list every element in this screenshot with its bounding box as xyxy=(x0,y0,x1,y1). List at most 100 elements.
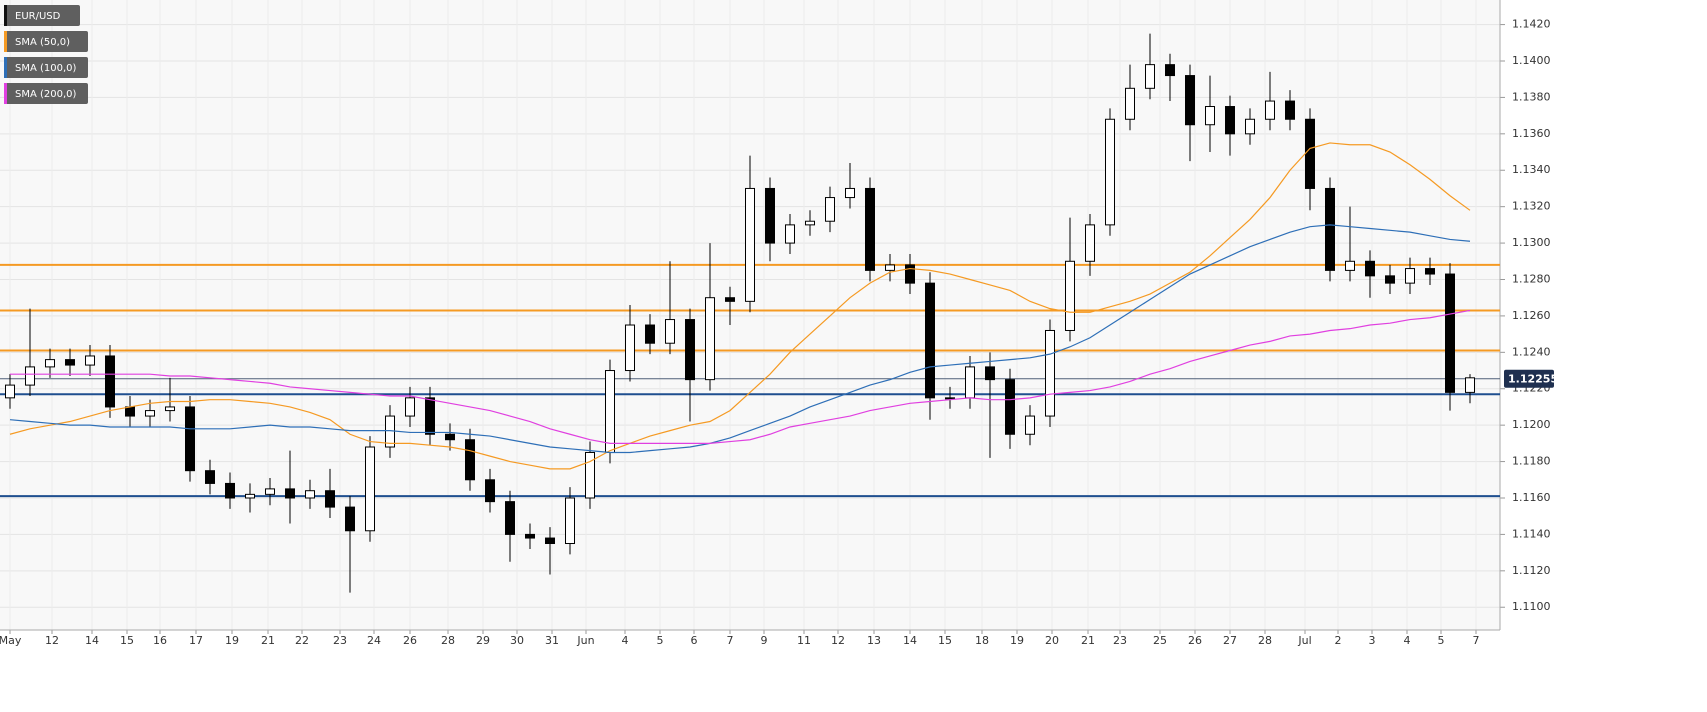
x-tick-label: 7 xyxy=(727,634,734,647)
y-tick-label: 1.1340 xyxy=(1512,163,1551,176)
x-tick-label: 7 xyxy=(1473,634,1480,647)
candle-body xyxy=(1025,415,1035,435)
candle-body xyxy=(825,197,835,222)
x-tick-label: 19 xyxy=(225,634,239,647)
x-tick-label: 13 xyxy=(867,634,881,647)
candle-body xyxy=(945,397,955,400)
candle-body xyxy=(285,488,295,499)
candle-body xyxy=(705,297,715,381)
candle-body xyxy=(165,406,175,412)
y-tick-label: 1.1200 xyxy=(1512,418,1551,431)
x-tick-label: 23 xyxy=(333,634,347,647)
x-tick-label: 15 xyxy=(120,634,134,647)
candle-body xyxy=(305,490,315,499)
x-tick-label: 28 xyxy=(1258,634,1272,647)
candle-body xyxy=(905,264,915,284)
candle-body xyxy=(1345,260,1355,271)
sma-line xyxy=(10,309,1471,444)
candle-body xyxy=(1445,273,1455,393)
candle-body xyxy=(225,482,235,499)
x-tick-label: 25 xyxy=(1153,634,1167,647)
x-tick-label: 22 xyxy=(295,634,309,647)
candle-body xyxy=(525,533,535,539)
candle-body xyxy=(385,415,395,448)
candle-body xyxy=(765,187,775,244)
candle-body xyxy=(85,355,95,366)
legend-label: SMA (50,0) xyxy=(15,37,70,48)
candle-body xyxy=(1365,260,1375,277)
sma-line xyxy=(9,224,1471,454)
candle-body xyxy=(1105,118,1115,226)
candle-body xyxy=(805,220,815,226)
legend-box xyxy=(4,31,88,52)
candle-body xyxy=(105,355,115,408)
x-tick-label: 4 xyxy=(1404,634,1411,647)
x-tick-label: 6 xyxy=(691,634,698,647)
candle-body xyxy=(185,406,195,472)
x-tick-label: 18 xyxy=(975,634,989,647)
candle-body xyxy=(885,264,895,271)
x-tick-label: 23 xyxy=(1113,634,1127,647)
candle-body xyxy=(1005,379,1015,435)
x-tick-label: 21 xyxy=(1081,634,1095,647)
x-tick-label: 30 xyxy=(510,634,524,647)
y-tick-label: 1.1240 xyxy=(1512,345,1551,358)
legend-label: SMA (100,0) xyxy=(15,63,77,74)
x-tick-label: 17 xyxy=(189,634,203,647)
legend-box xyxy=(4,83,88,104)
x-tick-label: 3 xyxy=(1369,634,1376,647)
candle-body xyxy=(1145,64,1155,89)
x-tick-label: 11 xyxy=(797,634,811,647)
candle-body xyxy=(865,187,875,271)
candle-body xyxy=(325,490,335,508)
candle-body xyxy=(265,488,275,495)
x-tick-label: 9 xyxy=(761,634,768,647)
legend-box xyxy=(4,57,88,78)
legend-label: SMA (200,0) xyxy=(15,89,77,100)
candle-body xyxy=(785,224,795,244)
legend-swatch xyxy=(4,31,7,52)
candle-body xyxy=(145,410,155,417)
x-tick-label: 20 xyxy=(1045,634,1059,647)
legend-swatch xyxy=(4,57,7,78)
candle-body xyxy=(485,479,495,503)
y-tick-label: 1.1300 xyxy=(1512,236,1551,249)
candle-body xyxy=(725,297,735,302)
legend-swatch xyxy=(4,83,7,104)
sma-line xyxy=(9,142,1471,470)
candle-body xyxy=(1225,106,1235,135)
candle-body xyxy=(205,470,215,484)
candle-body xyxy=(1205,106,1215,126)
candle-body xyxy=(645,324,655,344)
candle-body xyxy=(1245,118,1255,135)
legend-box xyxy=(4,5,80,26)
x-tick-label: 16 xyxy=(153,634,167,647)
candle-body xyxy=(1325,187,1335,271)
y-tick-label: 1.1260 xyxy=(1512,309,1551,322)
x-tick-label: 24 xyxy=(367,634,381,647)
y-tick-label: 1.1100 xyxy=(1512,600,1551,613)
candle-body xyxy=(5,384,15,399)
y-tick-label: 1.1400 xyxy=(1512,54,1551,67)
candle-body xyxy=(1085,224,1095,262)
y-tick-label: 1.1420 xyxy=(1512,18,1551,31)
candle-body xyxy=(1425,268,1435,275)
candle-body xyxy=(345,506,355,532)
candle-body xyxy=(625,324,635,372)
y-tick-label: 1.1360 xyxy=(1512,127,1551,140)
x-tick-label: 21 xyxy=(261,634,275,647)
x-tick-label: 14 xyxy=(85,634,99,647)
candle-body xyxy=(365,446,375,532)
plot-background xyxy=(0,0,1500,630)
candle-body xyxy=(405,397,415,417)
candle-body xyxy=(1465,377,1475,393)
candle-body xyxy=(585,451,595,499)
candle-body xyxy=(1285,100,1295,120)
legend-swatch xyxy=(4,5,7,26)
candle-body xyxy=(425,397,435,435)
candle-body xyxy=(845,187,855,199)
x-tick-label: Jul xyxy=(1297,634,1311,647)
x-tick-label: 29 xyxy=(476,634,490,647)
